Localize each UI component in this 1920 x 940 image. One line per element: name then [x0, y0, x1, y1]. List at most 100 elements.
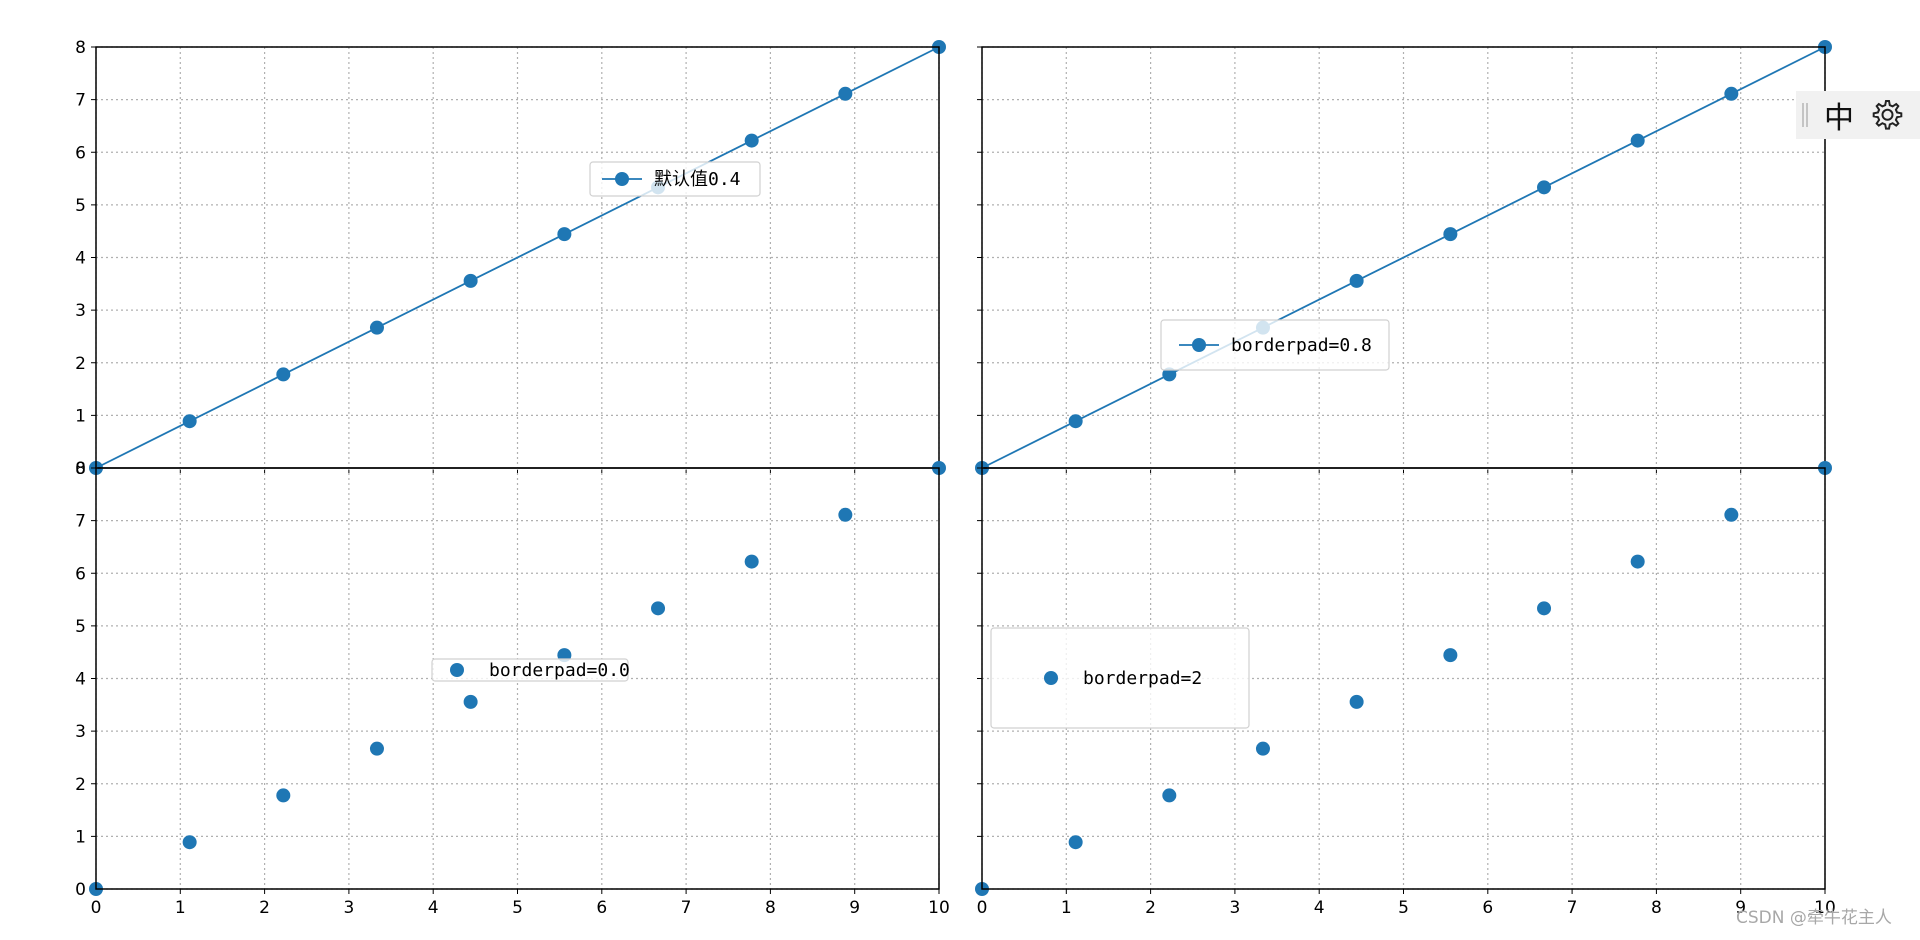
y-tick-label: 7	[75, 512, 86, 532]
x-tick-label: 0	[91, 898, 102, 918]
data-point	[1068, 414, 1083, 429]
y-tick-label: 5	[75, 196, 86, 216]
x-tick-label: 5	[1398, 898, 1409, 918]
x-tick-label: 3	[1229, 898, 1240, 918]
x-tick-label: 4	[428, 898, 439, 918]
data-point	[1724, 86, 1739, 101]
data-point	[463, 273, 478, 288]
data-point	[276, 367, 291, 382]
data-point	[1162, 788, 1177, 803]
data-point	[744, 554, 759, 569]
data-point	[1537, 601, 1552, 616]
watermark: CSDN @牵牛花主人	[1736, 908, 1892, 928]
data-point	[1068, 835, 1083, 850]
data-point	[369, 320, 384, 335]
y-tick-label: 2	[75, 354, 86, 374]
data-point	[1537, 180, 1552, 195]
x-tick-label: 2	[259, 898, 270, 918]
data-point	[744, 133, 759, 148]
data-point	[838, 86, 853, 101]
x-tick-label: 9	[849, 898, 860, 918]
legend-marker	[615, 172, 629, 186]
legend-marker	[1192, 338, 1206, 352]
data-point	[182, 414, 197, 429]
data-point	[1162, 367, 1177, 382]
legend: borderpad=2	[990, 627, 1250, 729]
legend-label: borderpad=2	[1083, 668, 1202, 689]
y-tick-label: 3	[75, 301, 86, 321]
x-tick-label: 7	[681, 898, 692, 918]
data-point	[1349, 273, 1364, 288]
gear-icon[interactable]	[1870, 98, 1904, 132]
y-tick-label: 1	[75, 827, 86, 847]
data-point	[1443, 648, 1458, 663]
legend-box	[431, 658, 629, 682]
x-tick-label: 6	[1482, 898, 1493, 918]
x-tick-label: 8	[765, 898, 776, 918]
data-point	[1443, 227, 1458, 242]
legend-label: borderpad=0.8	[1231, 335, 1372, 356]
x-tick-label: 2	[1145, 898, 1156, 918]
legend-box	[990, 627, 1250, 729]
y-tick-label: 5	[75, 617, 86, 637]
x-tick-label: 8	[1651, 898, 1662, 918]
legend: borderpad=0.8	[1160, 319, 1390, 371]
y-tick-label: 0	[75, 459, 86, 479]
legend-box	[1160, 319, 1390, 371]
series-line	[95, 46, 940, 469]
data-point	[276, 788, 291, 803]
x-tick-label: 1	[175, 898, 186, 918]
data-point	[1630, 554, 1645, 569]
y-tick-label: 4	[75, 670, 86, 690]
series-line	[981, 46, 1826, 469]
data-point	[369, 741, 384, 756]
data-point	[463, 694, 478, 709]
x-tick-label: 6	[596, 898, 607, 918]
subplot-1: 0 1 2 3 4 5 6 7 8 默认值0.4	[75, 38, 946, 479]
x-tick-label: 10	[928, 898, 950, 918]
data-point	[1724, 507, 1739, 522]
x-tick-label: 4	[1314, 898, 1325, 918]
y-tick-label: 0	[75, 880, 86, 900]
y-tick-label: 2	[75, 775, 86, 795]
y-tick-label: 3	[75, 722, 86, 742]
data-point	[1630, 133, 1645, 148]
y-tick-label: 7	[75, 91, 86, 111]
data-point	[1255, 741, 1270, 756]
axes-frame	[981, 467, 1826, 890]
axes-frame	[95, 467, 940, 890]
data-point	[182, 835, 197, 850]
y-tick-label: 6	[75, 143, 86, 163]
legend-label: borderpad=0.0	[489, 660, 630, 681]
subplot-4: 0 1 2 3 4 5 6 7 8 9 10 borderpad=2	[975, 461, 1836, 918]
legend-marker	[1044, 671, 1058, 685]
y-tick-label: 4	[75, 249, 86, 269]
legend-marker	[450, 663, 464, 677]
legend-box	[589, 161, 761, 197]
subplot-2: borderpad=0.8	[975, 40, 1832, 475]
x-tick-label: 7	[1567, 898, 1578, 918]
ime-toolbar: 中	[1796, 91, 1920, 139]
y-tick-label: 1	[75, 406, 86, 426]
x-tick-label: 9	[1735, 898, 1746, 918]
legend-label: 默认值0.4	[654, 169, 741, 190]
data-point	[1349, 694, 1364, 709]
x-tick-label: 5	[512, 898, 523, 918]
data-point	[651, 601, 666, 616]
data-point	[557, 227, 572, 242]
ime-drag-handle-icon[interactable]	[1802, 103, 1808, 127]
x-tick-label: 10	[1814, 898, 1836, 918]
legend: 默认值0.4	[589, 161, 761, 197]
ime-mode-toggle[interactable]: 中	[1824, 101, 1854, 136]
x-tick-label: 0	[977, 898, 988, 918]
x-tick-label: 1	[1061, 898, 1072, 918]
y-tick-label: 6	[75, 564, 86, 584]
x-tick-label: 3	[343, 898, 354, 918]
y-tick-label: 8	[75, 459, 86, 479]
y-tick-label: 8	[75, 38, 86, 58]
legend: borderpad=0.0	[431, 658, 630, 682]
data-point	[838, 507, 853, 522]
